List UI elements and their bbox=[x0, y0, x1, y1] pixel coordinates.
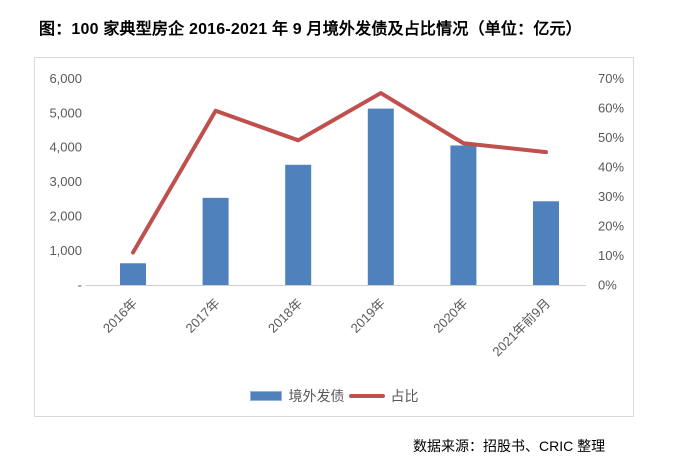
right-axis-tick: 0% bbox=[598, 278, 617, 293]
right-axis-tick: 70% bbox=[598, 71, 624, 86]
left-axis-tick: 1,000 bbox=[49, 243, 82, 258]
right-axis-tick: 20% bbox=[598, 218, 624, 233]
bar-series-swatch bbox=[249, 391, 282, 401]
right-axis-tick: 60% bbox=[598, 100, 624, 115]
x-axis-label: 2018年 bbox=[265, 296, 305, 336]
legend-label-bonds: 境外发债 bbox=[288, 388, 345, 404]
x-axis-label: 2020年 bbox=[430, 296, 470, 336]
left-axis-tick: 4,000 bbox=[49, 140, 82, 155]
bar-2017年 bbox=[202, 197, 229, 285]
legend-item-bonds: 境外发债 bbox=[249, 386, 345, 406]
bar-2020年 bbox=[450, 145, 477, 285]
ratio-line bbox=[131, 91, 548, 255]
bar-2018年 bbox=[285, 164, 312, 285]
bar-2016年 bbox=[120, 263, 146, 285]
legend-label-ratio: 占比 bbox=[390, 388, 419, 404]
left-axis-tick: - bbox=[78, 278, 82, 293]
x-axis-label: 2019年 bbox=[348, 296, 388, 336]
chart-legend: 境外发债 占比 bbox=[35, 386, 633, 406]
chart-title: 图：100 家典型房企 2016-2021 年 9 月境外发债及占比情况（单位：… bbox=[39, 21, 582, 38]
x-axis-label: 2021年前9月 bbox=[489, 296, 553, 360]
line-series-swatch bbox=[348, 394, 385, 398]
left-axis-tick: 3,000 bbox=[49, 174, 82, 189]
left-axis-tick: 2,000 bbox=[49, 209, 82, 224]
combo-chart: - 1,000 2,000 3,000 4,000 5,000 6,000 0% 10% 20% 3… bbox=[49, 71, 624, 360]
right-axis-tick: 50% bbox=[598, 130, 624, 145]
chart-frame: - 1,000 2,000 3,000 4,000 5,000 6,000 0% 10% 20% 3… bbox=[34, 57, 634, 417]
bar-2019年 bbox=[367, 108, 394, 285]
x-axis-label: 2016年 bbox=[100, 296, 140, 336]
left-axis-tick: 5,000 bbox=[49, 105, 82, 120]
right-axis-tick: 10% bbox=[598, 248, 624, 263]
legend-item-ratio: 占比 bbox=[348, 386, 419, 406]
bar-2021年前9月 bbox=[533, 201, 559, 285]
left-axis-tick: 6,000 bbox=[49, 71, 82, 86]
right-axis-tick: 30% bbox=[598, 189, 624, 204]
x-axis-label: 2017年 bbox=[182, 296, 222, 336]
right-axis-tick: 40% bbox=[598, 159, 624, 174]
data-source-note: 数据来源：招股书、CRIC 整理 bbox=[413, 438, 606, 454]
